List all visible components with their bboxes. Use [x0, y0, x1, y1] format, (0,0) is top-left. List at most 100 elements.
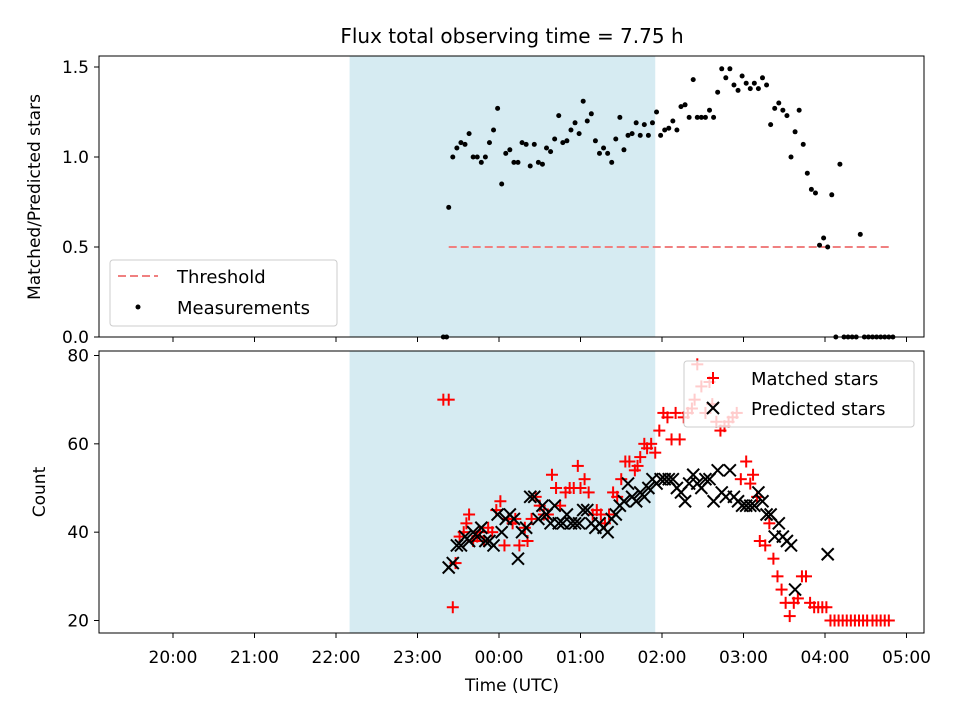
- count-legend: Matched stars Predicted stars: [683, 360, 915, 428]
- measurement-point: [759, 75, 765, 81]
- predicted-point: [747, 498, 762, 513]
- measurement-point: [776, 100, 782, 106]
- predicted-point: [772, 516, 786, 531]
- predicted-point: [751, 485, 766, 500]
- predicted-points: [442, 463, 835, 597]
- measurement-point: [698, 114, 704, 120]
- matched-point: [744, 477, 757, 490]
- predicted-point: [759, 507, 774, 522]
- measurement-point: [751, 80, 757, 86]
- measurement-point: [535, 159, 541, 165]
- measurement-point: [796, 107, 802, 113]
- matched-point: [771, 570, 784, 583]
- matched-point: [545, 468, 558, 481]
- measurement-point: [829, 192, 835, 198]
- measurement-point: [780, 107, 786, 113]
- predicted-point: [784, 538, 798, 553]
- ratio-panel: 0.0 0.5 1.0 1.5 Matched/Predicted stars Thr…: [25, 55, 925, 348]
- predicted-point: [698, 472, 713, 486]
- matched-point: [611, 490, 624, 503]
- measurement-point: [731, 82, 737, 88]
- measurement-point: [609, 159, 615, 165]
- predicted-point: [446, 556, 460, 570]
- matched-point: [649, 446, 662, 459]
- matched-point: [442, 393, 455, 406]
- observing-window-shade: [349, 56, 656, 337]
- matched-point: [669, 406, 682, 419]
- matched-point: [653, 424, 666, 437]
- predicted-point: [531, 512, 546, 526]
- measurement-point: [629, 131, 635, 137]
- matched-point: [582, 486, 595, 499]
- measurement-point: [531, 141, 537, 147]
- measurement-point: [837, 161, 843, 167]
- measurement-point: [784, 113, 790, 119]
- predicted-point: [788, 582, 802, 597]
- measurement-point: [670, 118, 676, 124]
- measurement-point: [552, 136, 558, 142]
- chart-title: Flux total observing time = 7.75 h: [340, 24, 683, 48]
- measurement-point: [735, 87, 741, 93]
- ratio-plot-frame: [98, 55, 925, 338]
- matched-point: [783, 610, 796, 623]
- matched-point: [550, 482, 563, 494]
- measurement-point: [658, 132, 664, 138]
- measurement-point: [747, 86, 753, 92]
- predicted-point: [641, 481, 656, 495]
- predicted-point: [609, 507, 623, 522]
- predicted-point: [678, 494, 692, 508]
- predicted-point: [666, 472, 680, 486]
- measurement-point: [800, 141, 806, 147]
- measurement-point: [711, 114, 717, 120]
- count-y-tick-label: 80: [67, 347, 89, 367]
- measurements-legend-label: Measurements: [177, 298, 310, 319]
- predicted-point: [710, 463, 725, 478]
- predicted-point: [820, 547, 835, 561]
- measurement-point: [654, 109, 660, 115]
- matched-point: [631, 459, 644, 472]
- measurement-point: [474, 154, 480, 160]
- measurement-point: [792, 129, 798, 135]
- measurement-point: [625, 132, 631, 138]
- predicted-point: [637, 490, 652, 504]
- matched-point: [734, 473, 747, 486]
- count-y-tick-label: 40: [67, 523, 89, 543]
- measurement-point: [723, 75, 729, 81]
- measurement-point: [645, 132, 651, 138]
- measurement-point: [511, 159, 517, 165]
- count-y-axis-label: Count: [30, 466, 50, 517]
- predicted-point: [494, 525, 509, 539]
- x-tick-label: 03:00: [719, 648, 768, 668]
- x-tick-label: 04:00: [801, 648, 850, 668]
- matched-legend-icon: [707, 372, 719, 384]
- measurement-point: [446, 204, 452, 210]
- observing-window-shade-lower: [349, 351, 656, 633]
- measurement-point: [690, 77, 696, 83]
- measurement-point: [674, 127, 680, 133]
- measurement-point: [486, 140, 492, 146]
- predicted-point: [576, 503, 590, 517]
- count-legend-box: [683, 360, 915, 428]
- matched-point: [673, 433, 686, 446]
- matched-point: [791, 592, 804, 605]
- matched-point: [571, 459, 584, 472]
- ratio-y-tick-label: 0.5: [62, 238, 89, 258]
- matched-point: [763, 517, 776, 530]
- measurement-point: [678, 104, 684, 110]
- measurements-legend-icon: [135, 304, 141, 310]
- predicted-point: [600, 525, 615, 539]
- count-x-ticks: 20:00 21:00 22:00 23:00 00:00 01:00 02:00 03:00…: [149, 633, 931, 668]
- count-y-tick-label: 60: [67, 435, 89, 455]
- predicted-point: [462, 534, 476, 548]
- measurement-point: [825, 244, 831, 250]
- x-tick-label: 05:00: [882, 648, 931, 668]
- matched-point: [446, 601, 459, 614]
- x-tick-label: 21:00: [230, 648, 279, 668]
- ratio-y-tick-label: 0.0: [62, 328, 89, 348]
- measurement-point: [768, 122, 774, 128]
- measurement-point: [580, 98, 586, 104]
- measurement-point: [466, 131, 472, 137]
- x-axis-label: Time (UTC): [464, 676, 559, 696]
- measurement-point: [592, 138, 598, 144]
- measurement-point: [821, 235, 827, 241]
